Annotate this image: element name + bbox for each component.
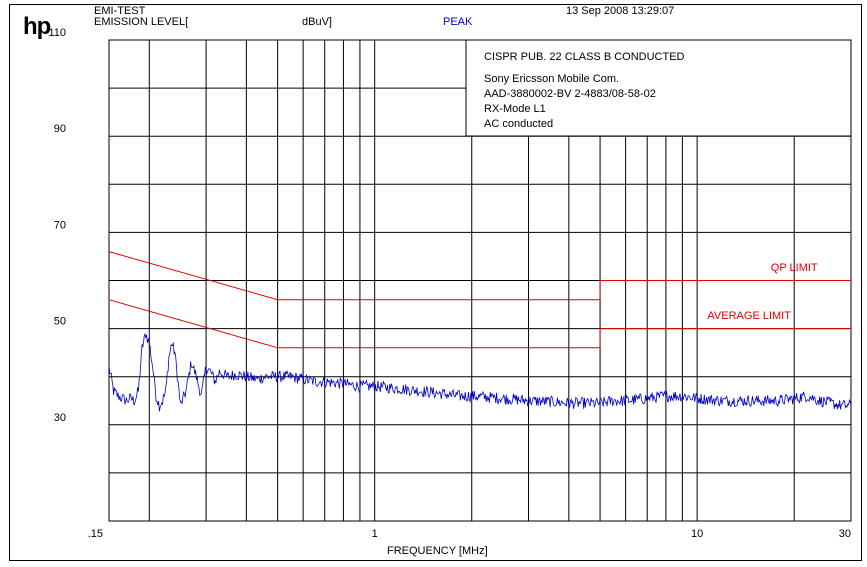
x-tick-label: 1: [372, 528, 378, 540]
y-tick-label: 110: [48, 27, 66, 39]
qp-limit-label: QP LIMIT: [771, 262, 818, 274]
y-tick-label: 90: [54, 123, 66, 135]
info-line: AAD-3880002-BV 2-4883/08-58-02: [484, 88, 656, 100]
info-box: CISPR PUB. 22 CLASS B CONDUCTED Sony Eri…: [465, 39, 852, 137]
x-tick-label: .15: [88, 528, 103, 540]
x-tick-label: 30: [839, 528, 851, 540]
timestamp: 13 Sep 2008 13:29:07: [566, 5, 675, 17]
unit-label: dBuV]: [302, 16, 332, 28]
chart-frame: [9, 4, 862, 561]
y-tick-label: 70: [54, 219, 66, 231]
hp-logo: hp: [23, 13, 51, 40]
info-box-background: [465, 39, 852, 137]
x-axis-label: FREQUENCY [MHz]: [387, 545, 488, 557]
average-limit-label: AVERAGE LIMIT: [707, 310, 791, 322]
info-line: Sony Ericsson Mobile Com.: [484, 73, 619, 85]
series-layer: QP LIMIT AVERAGE LIMIT: [108, 251, 852, 412]
info-standard: CISPR PUB. 22 CLASS B CONDUCTED: [484, 51, 685, 63]
x-tick-label: 10: [691, 528, 703, 540]
y-tick-label: 30: [54, 412, 66, 424]
detector-label: PEAK: [443, 16, 473, 28]
info-line: RX-Mode L1: [484, 103, 546, 115]
qp-limit-line: [108, 251, 851, 301]
info-line: AC conducted: [484, 118, 553, 130]
y-tick-label: 50: [54, 316, 66, 328]
peak-trace: [108, 332, 852, 412]
test-name: EMI-TEST: [94, 5, 146, 17]
emission-level-label: EMISSION LEVEL[: [94, 16, 189, 28]
average-limit-line: [108, 299, 851, 349]
